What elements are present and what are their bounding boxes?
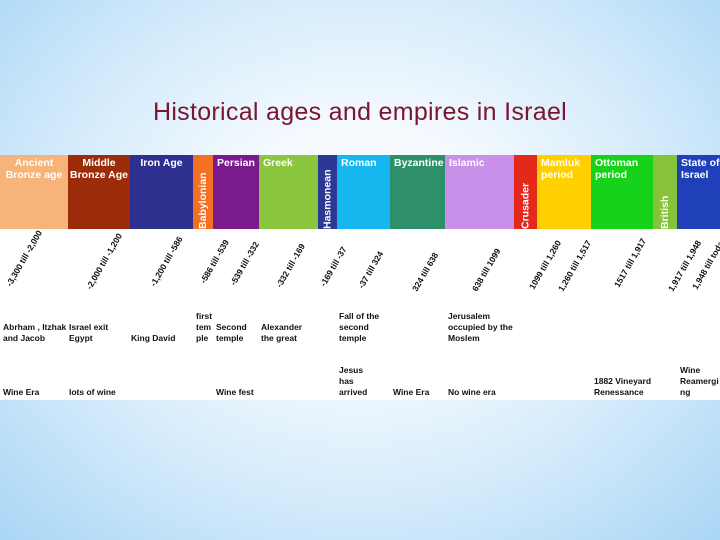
era-hasmonean-label: Hasmonean: [321, 169, 334, 229]
event-babylonian-1: first tem ple: [196, 311, 213, 343]
era-greek-label: Greek: [263, 157, 293, 169]
era-middle-bronze: Middle Bronze Age: [68, 155, 130, 229]
era-british-label: British: [659, 195, 671, 229]
era-iron-age-label: Iron Age: [140, 157, 183, 169]
era-roman-label: Roman: [341, 157, 377, 169]
event-roman-1: Fall of the second temple: [339, 311, 380, 343]
era-islamic-label: Islamic: [449, 157, 485, 169]
era-mamluk: Mamluk period: [537, 155, 591, 229]
era-state-of-israel-label: State of Israel: [681, 157, 720, 181]
era-ancient-bronze-label: Ancient Bronze age: [5, 157, 63, 181]
era-babylonian-label: Babylonian: [197, 172, 209, 229]
event-greek-1: Alexander the great: [261, 322, 303, 343]
era-crusader-label: Crusader: [519, 182, 532, 229]
event-ancient-1: Abrham , Itzhak and Jacob: [3, 322, 67, 343]
era-islamic: Islamic: [445, 155, 514, 229]
era-greek: Greek: [259, 155, 318, 229]
event-state-2: Wine Reamergi ng: [680, 365, 719, 397]
era-crusader: Crusader: [514, 155, 537, 229]
slide-title: Historical ages and empires in Israel: [152, 98, 568, 126]
era-babylonian: Babylonian: [193, 155, 213, 229]
event-middle-1: Israel exit Egypt: [69, 322, 109, 343]
era-byzantine-label: Byzantine: [394, 157, 444, 169]
event-middle-2: lots of wine: [69, 387, 116, 397]
event-islamic-2: No wine era: [448, 387, 496, 397]
era-persian-label: Persian: [217, 157, 255, 169]
event-persian-1: Second temple: [216, 322, 247, 343]
event-roman-2: Jesus has arrived: [339, 365, 368, 397]
era-persian: Persian: [213, 155, 259, 229]
era-hasmonean: Hasmonean: [318, 155, 337, 229]
era-roman: Roman: [337, 155, 390, 229]
event-iron-1: King David: [131, 333, 176, 343]
event-persian-2: Wine fest: [216, 387, 254, 397]
era-british: British: [653, 155, 677, 229]
era-byzantine: Byzantine: [390, 155, 445, 229]
era-ottoman: Ottoman period: [591, 155, 653, 229]
era-mamluk-label: Mamluk period: [541, 157, 581, 181]
event-islamic-1: Jerusalem occupied by the Moslem: [448, 311, 513, 343]
era-ancient-bronze: Ancient Bronze age: [0, 155, 68, 229]
era-iron-age: Iron Age: [130, 155, 193, 229]
event-ottoman-2: 1882 Vineyard Renessance: [594, 376, 652, 397]
era-ottoman-label: Ottoman period: [595, 157, 639, 181]
era-middle-bronze-label: Middle Bronze Age: [70, 157, 128, 181]
era-state-of-israel: State of Israel: [677, 155, 720, 229]
event-byzantine-2: Wine Era: [393, 387, 430, 397]
event-ancient-2: Wine Era: [3, 387, 40, 397]
